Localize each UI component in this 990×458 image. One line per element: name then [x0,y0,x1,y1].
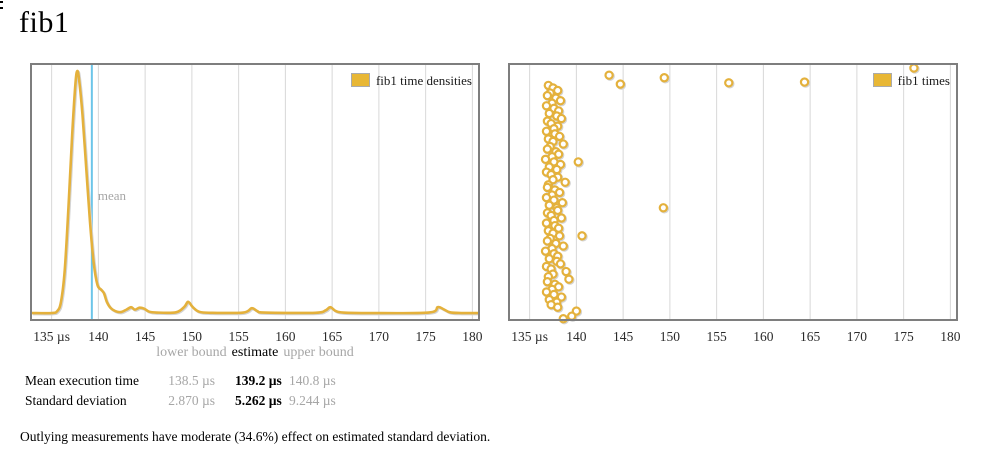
sample-point [555,96,566,106]
sample-point [615,79,626,89]
sample-point [573,157,583,167]
upper-bound-label: upper bound [283,345,354,360]
stat-lower-bound: 2.870 µs [168,393,215,408]
sample-point [909,63,919,73]
stat-estimate: 5.262 µs [235,393,282,408]
x-tick-label: 150 [182,329,203,344]
stats-row-stddev: Standard deviation 2.870 µs 5.262 µs 9.2… [25,391,369,411]
sample-point [799,77,810,87]
sample-point [556,213,567,223]
sample-point [552,205,563,216]
x-tick-label: 170 [847,329,868,344]
sample-point [544,200,554,210]
legend-swatch [350,73,370,87]
legend-swatch [872,73,892,87]
stat-lower-bound: 138.5 µs [168,373,215,388]
stats-row-mean: Mean execution time 138.5 µs 139.2 µs 14… [25,371,369,391]
sample-point [552,302,563,312]
sample-point [554,231,565,241]
sample-point [558,241,568,251]
sample-point [604,70,614,80]
x-tick-label: 150 [660,329,681,344]
x-tick-label: 145 [613,329,634,344]
x-tick-label: 160 [275,329,296,344]
sample-point [541,192,552,203]
sample-point [658,203,669,213]
times-scatter-chart: 135 µs 140 145 150 155 160 165 170 175 180 fib1 t… [508,63,961,344]
sample-point [541,101,552,111]
stat-label: Mean execution time [25,373,139,388]
sample-point [540,154,551,165]
stat-upper-bound: 9.244 µs [289,393,336,408]
sample-point [561,266,571,277]
sample-point [541,287,552,297]
times-legend: fib1 times [872,72,950,88]
x-tick-label: 165 [322,329,343,344]
legend-label: fib1 times [897,72,950,88]
x-tick-label: 145 [135,329,156,344]
sample-point [542,182,553,193]
sample-point [542,236,553,246]
stat-upper-bound: 140.8 µs [289,373,336,388]
scatter-points [540,63,919,324]
sample-point [577,231,587,241]
lower-bound-label: lower bound [156,345,227,360]
sample-point [564,274,574,284]
sample-point [556,113,567,124]
plot-border [508,63,958,321]
x-tick-label: 160 [753,329,774,344]
sample-point [552,85,563,96]
stat-label: Standard deviation [25,393,127,408]
x-tick-label: 175 [416,329,437,344]
estimate-label: estimate [231,345,279,360]
legend-label: fib1 time densities [375,72,472,88]
density-chart: mean 135 µs 140 145 150 155 160 165 170 175 180 fi… [30,63,483,344]
screen-artifact [0,0,4,12]
sample-point [558,314,568,324]
sample-point [567,311,577,321]
x-tick-label: 140 [88,329,109,344]
sample-point [659,73,669,83]
sample-point [558,139,568,149]
plot-border [30,63,480,321]
density-legend: fib1 time densities [350,72,472,88]
sample-point [540,246,551,256]
x-tick-label: 175 [894,329,915,344]
x-tick-label: 140 [566,329,587,344]
x-tick-label: 180 [940,329,961,344]
density-curve [31,69,479,315]
sample-point [554,131,565,142]
x-tick-label: 135 µs [511,329,548,344]
x-tick-label: 155 [707,329,728,344]
page-title: fib1 [19,6,70,39]
sample-point [555,259,566,269]
stats-table: Mean execution time 138.5 µs 139.2 µs 14… [25,371,369,411]
sample-point [560,177,570,188]
times-chart-canvas: 135 µs 140 145 150 155 160 165 170 175 180 [508,63,961,344]
sample-point [554,187,565,198]
x-tick-label: 165 [800,329,821,344]
stat-estimate: 139.2 µs [235,373,282,388]
mean-line-label: mean [98,188,127,203]
x-tick-label: 155 [229,329,250,344]
x-tick-label: 180 [462,329,483,344]
x-tick-label: 170 [369,329,390,344]
sample-point [544,254,554,264]
bounds-axis-label: lower bound estimate upper bound [30,345,480,361]
density-chart-canvas: mean 135 µs 140 145 150 155 160 165 170 175 180 [30,63,483,344]
sample-point [544,108,554,119]
sample-point [542,277,553,287]
x-tick-label: 135 µs [33,329,70,344]
outliers-note: Outlying measurements have moderate (34.… [20,429,491,444]
sample-point [557,197,568,208]
sample-point [542,90,553,101]
sample-point [542,144,553,154]
sample-point [724,78,734,88]
sample-point [541,218,552,228]
sample-point [541,126,552,137]
